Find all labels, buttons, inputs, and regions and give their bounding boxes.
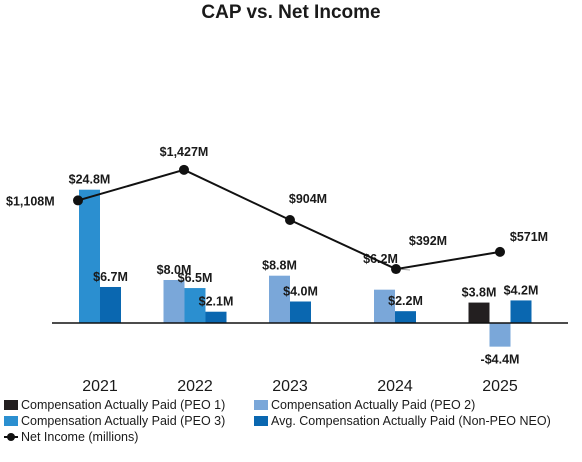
legend-item-neo: Avg. Compensation Actually Paid (Non-PEO… — [254, 414, 551, 428]
net-income-line-group: $1,108M $1,427M $904M $392M $571M — [6, 145, 548, 275]
net-income-label-2023: $904M — [289, 192, 327, 206]
net-income-point-2021 — [73, 195, 83, 206]
bar-peo3-2022 — [184, 288, 206, 323]
net-income-point-2024 — [391, 264, 401, 275]
x-tick-label-2023: 2023 — [272, 378, 308, 395]
bar-peo2-2022 — [163, 280, 185, 323]
net-income-label-2021: $1,108M — [6, 194, 55, 208]
bar-peo3-2021 — [79, 189, 100, 323]
bar-peo1-2025 — [468, 302, 490, 323]
bar-label-neo-2025: $4.2M — [504, 283, 539, 297]
net-income-label-2025: $571M — [510, 230, 548, 244]
bar-neo-2021 — [100, 286, 121, 323]
bar-neo-2023 — [290, 301, 311, 323]
chart-title: CAP vs. Net Income — [201, 2, 381, 23]
legend-swatch-peo2 — [254, 400, 268, 410]
legend-item-peo2: Compensation Actually Paid (PEO 2) — [254, 398, 475, 412]
bar-label-peo1-2025: $3.8M — [462, 286, 497, 300]
legend-label-peo3: Compensation Actually Paid (PEO 3) — [21, 414, 226, 428]
net-income-point-2022 — [179, 164, 189, 175]
chart-plot: $24.8M $6.7M $8.0M$6.5M $2.1M $8.8M $4.0M $6.2… — [6, 145, 568, 395]
x-tick-label-2024: 2024 — [377, 378, 413, 395]
legend-label-peo2: Compensation Actually Paid (PEO 2) — [271, 398, 476, 412]
x-tick-label-2021: 2021 — [82, 378, 118, 395]
legend-swatch-net-income — [4, 432, 18, 442]
bar-label-peo2-2025: -$4.4M — [481, 353, 520, 367]
legend-label-neo: Avg. Compensation Actually Paid (Non-PEO… — [271, 414, 551, 428]
bar-label-peo2-2024: $6.2M — [363, 252, 398, 266]
legend-label-net-income: Net Income (millions) — [21, 430, 139, 444]
bar-label-peo3-2022: $6.5M — [178, 271, 213, 285]
bar-label-peo2-2022: $8.0M — [157, 263, 192, 277]
legend-item-net-income: Net Income (millions) — [4, 430, 138, 444]
bar-label-group: $24.8M $6.7M $8.0M$6.5M $2.1M $8.8M $4.0M $6.2… — [69, 173, 539, 367]
bar-neo-2024 — [395, 311, 416, 323]
bar-label-peo3-2021: $24.8M — [69, 173, 111, 187]
legend-swatch-peo1 — [4, 400, 18, 410]
bar-label-neo-2023: $4.0M — [283, 285, 318, 299]
legend-swatch-neo — [254, 416, 268, 426]
bar-label-neo-2022: $2.1M — [199, 295, 234, 309]
bar-peo2-2024 — [374, 289, 395, 323]
net-income-point-2023 — [285, 214, 295, 225]
legend-item-peo1: Compensation Actually Paid (PEO 1) — [4, 398, 254, 412]
legend-item-peo3: Compensation Actually Paid (PEO 3) — [4, 414, 254, 428]
legend-label-peo1: Compensation Actually Paid (PEO 1) — [21, 398, 226, 412]
bar-group — [79, 189, 532, 347]
x-tick-group: 2021 2022 2023 2024 2025 — [82, 378, 518, 395]
x-tick-label-2025: 2025 — [482, 378, 518, 395]
net-income-label-2024: $392M — [409, 234, 447, 248]
bar-neo-2025 — [510, 300, 532, 323]
legend-swatch-peo3 — [4, 416, 18, 426]
bar-label-peo2-2023: $8.8M — [262, 259, 297, 273]
bar-label-neo-2024: $2.2M — [388, 294, 423, 308]
net-income-point-2025 — [495, 246, 505, 257]
x-tick-label-2022: 2022 — [177, 378, 213, 395]
bar-neo-2022 — [205, 311, 227, 323]
legend: Compensation Actually Paid (PEO 1) Compe… — [4, 397, 582, 445]
bar-peo2-2025 — [489, 323, 511, 347]
bar-label-neo-2021: $6.7M — [93, 270, 128, 284]
bar-peo2-2023 — [269, 275, 290, 323]
net-income-label-2022: $1,427M — [160, 145, 209, 159]
